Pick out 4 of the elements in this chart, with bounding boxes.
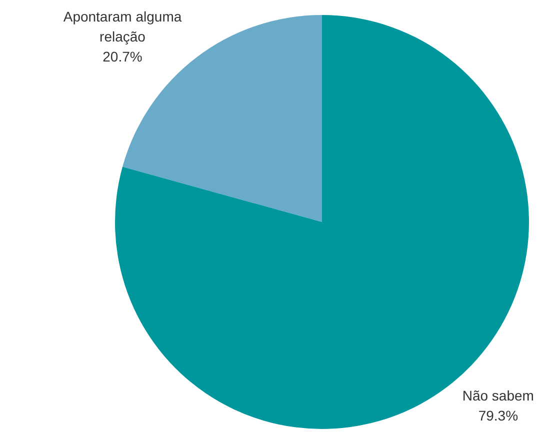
data-label: 79.3% [478, 407, 518, 424]
slice-label: Apontaram alguma relação [63, 8, 182, 44]
slice-label: Não sabem [462, 387, 534, 404]
data-label: 20.7% [102, 48, 142, 64]
